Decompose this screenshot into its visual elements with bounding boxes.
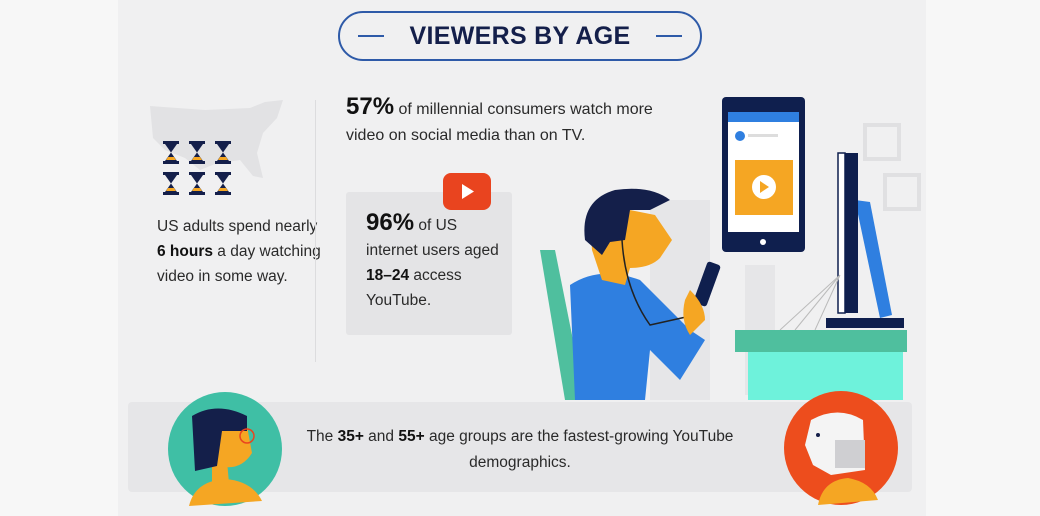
divider: [315, 100, 316, 362]
stat-text: US adults spend nearly: [157, 218, 318, 235]
stat-text: a day watching video in some way.: [157, 243, 321, 285]
older-man-avatar: [784, 391, 898, 505]
adults-stat: US adults spend nearly 6 hours a day wat…: [157, 214, 327, 289]
stat-text: The: [306, 428, 338, 445]
stat-highlight: 6 hours: [157, 243, 213, 260]
title-text: VIEWERS BY AGE: [409, 21, 631, 50]
stat-text: and: [363, 428, 399, 445]
stat-text: age groups are the fastest-growing YouTu…: [424, 428, 734, 471]
title-dash-right: [656, 34, 683, 38]
stat-highlight: 57%: [346, 93, 395, 120]
stat-text: of millennial consumers watch more video…: [346, 101, 653, 144]
demographics-stat: The 35+ and 55+ age groups are the faste…: [300, 424, 740, 476]
hourglass-icons: [163, 141, 231, 195]
stat-highlight: 96%: [366, 209, 415, 236]
section-title: VIEWERS BY AGE: [338, 11, 702, 61]
youtube-stat: 96% of US internet users aged 18–24 acce…: [366, 210, 506, 313]
person-with-devices-illustration: [540, 97, 921, 400]
stat-highlight: 35+: [337, 428, 364, 445]
stat-text: of US internet users aged: [366, 217, 499, 259]
stat-highlight: 55+: [398, 428, 425, 445]
stat-highlight: 18–24: [366, 267, 410, 284]
title-dash-left: [357, 34, 384, 38]
young-woman-avatar: [168, 392, 282, 506]
millennial-stat: 57% of millennial consumers watch more v…: [346, 94, 686, 149]
youtube-play-icon: [443, 173, 491, 210]
stat-text: access YouTube.: [366, 267, 462, 309]
youtube-stat-box: [346, 192, 512, 335]
us-map-icon: [150, 100, 283, 178]
